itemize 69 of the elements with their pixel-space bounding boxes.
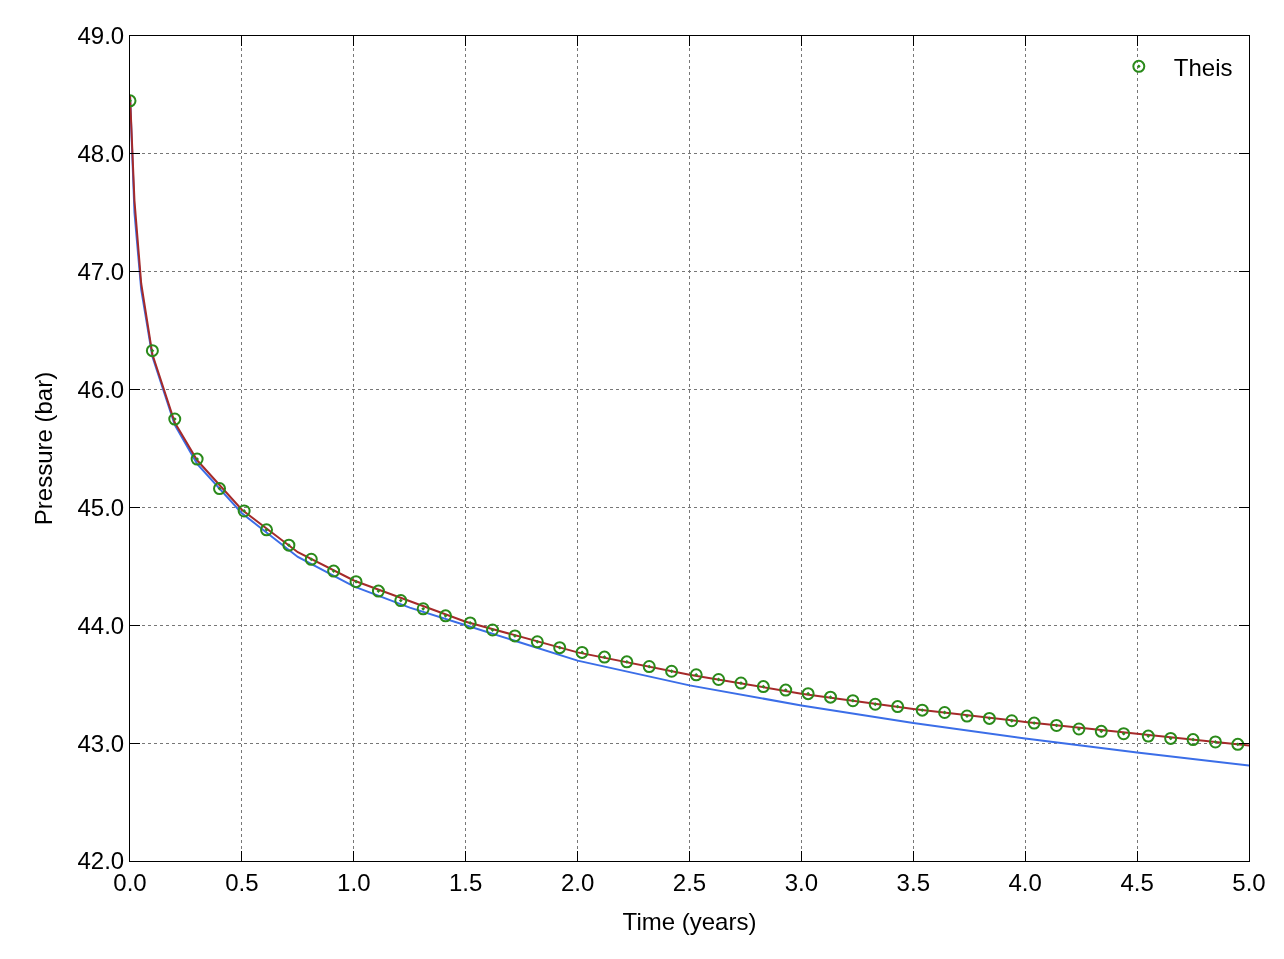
point xyxy=(1208,735,1222,749)
point xyxy=(938,706,952,719)
y-axis-title: Pressure (bar) xyxy=(29,371,57,526)
point xyxy=(779,683,793,697)
point xyxy=(846,694,860,708)
point xyxy=(486,623,500,637)
x-tick-label: 2.5 xyxy=(672,868,707,896)
y-tick-label: 48.0 xyxy=(77,140,125,168)
x-tick-label: 1.0 xyxy=(337,868,371,896)
point xyxy=(868,697,882,711)
point xyxy=(801,687,815,701)
x-axis-title: Time (years) xyxy=(622,908,757,936)
x-tick-label: 4.0 xyxy=(1008,868,1042,896)
y-tick-label: 46.0 xyxy=(77,375,125,403)
point xyxy=(1117,727,1131,741)
point xyxy=(689,668,703,682)
point xyxy=(190,452,204,466)
point xyxy=(394,594,408,608)
y-tick-label: 47.0 xyxy=(77,258,125,286)
point xyxy=(823,690,837,704)
point xyxy=(508,629,522,643)
point xyxy=(237,504,251,518)
point xyxy=(1164,731,1178,745)
point xyxy=(1005,714,1019,728)
x-tick-label: 3.0 xyxy=(784,868,819,896)
point xyxy=(620,655,634,669)
point xyxy=(1141,729,1155,743)
y-tick-label: 49.0 xyxy=(77,22,125,50)
point xyxy=(734,676,748,690)
point xyxy=(416,602,430,616)
point xyxy=(553,641,567,655)
point xyxy=(960,709,974,723)
x-tick-label: 3.5 xyxy=(896,868,930,896)
x-tick-label: 0.5 xyxy=(225,868,259,896)
point xyxy=(439,609,453,623)
point xyxy=(891,700,905,714)
point xyxy=(213,482,227,496)
legend-label: Theis xyxy=(1173,53,1233,81)
point xyxy=(982,711,996,725)
x-tick-label: 2.0 xyxy=(560,868,595,896)
point xyxy=(915,703,929,717)
point xyxy=(327,564,341,578)
point xyxy=(168,412,182,426)
point xyxy=(1027,716,1041,730)
point xyxy=(145,344,159,358)
point xyxy=(597,650,611,664)
point xyxy=(1072,722,1086,736)
point xyxy=(530,635,544,649)
y-tick-label: 44.0 xyxy=(77,611,125,639)
point xyxy=(642,660,656,674)
x-tick-label: 4.5 xyxy=(1120,868,1154,896)
point xyxy=(712,673,726,686)
point xyxy=(1050,718,1064,732)
point xyxy=(665,664,679,678)
point xyxy=(282,538,296,552)
point xyxy=(1186,733,1200,747)
x-tick-label: 5.0 xyxy=(1232,868,1266,896)
point xyxy=(260,523,274,537)
x-tick-label: 1.5 xyxy=(449,868,483,896)
point xyxy=(463,616,477,630)
point xyxy=(304,552,318,566)
y-tick-label: 45.0 xyxy=(77,493,125,521)
point xyxy=(575,645,589,659)
point xyxy=(1231,737,1245,751)
point xyxy=(371,584,385,598)
point xyxy=(349,575,363,589)
point xyxy=(1094,724,1108,738)
point xyxy=(756,680,770,694)
y-tick-label: 43.0 xyxy=(77,729,125,757)
